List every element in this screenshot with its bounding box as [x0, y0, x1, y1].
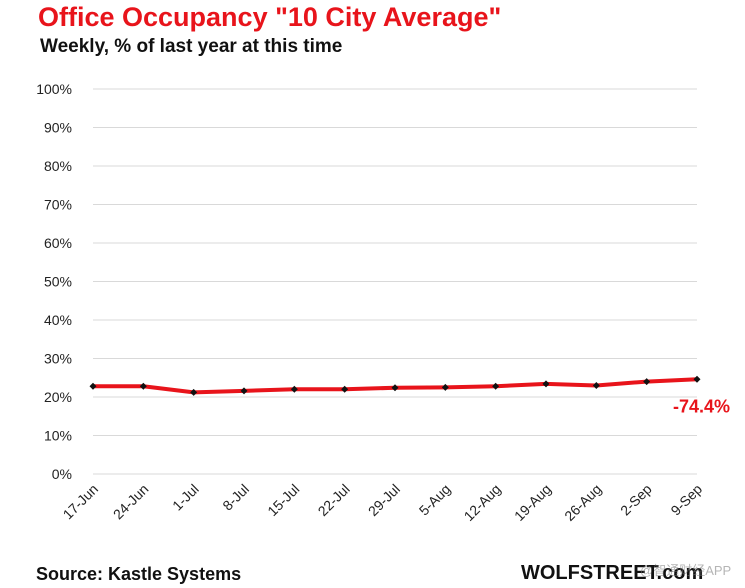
- data-point: [693, 375, 701, 383]
- data-point: [643, 378, 651, 386]
- gridlines: [93, 88, 697, 475]
- y-axis-ticks: 0% 10% 20% 30% 40% 50% 60% 70% 80% 90% 100%: [36, 81, 72, 482]
- data-point: [240, 387, 248, 395]
- x-tick-label: 24-Jun: [110, 481, 152, 523]
- chart-subtitle: Weekly, % of last year at this time: [40, 36, 343, 57]
- x-tick-label: 19-Aug: [511, 481, 554, 524]
- data-point: [542, 380, 550, 388]
- watermark: @智通财经APP: [640, 563, 732, 578]
- y-tick-label: 0%: [52, 466, 72, 482]
- x-tick-label: 15-Jul: [264, 481, 302, 519]
- x-tick-label: 8-Jul: [219, 481, 252, 514]
- data-point: [391, 384, 399, 392]
- y-tick-label: 10%: [44, 428, 72, 444]
- y-tick-label: 20%: [44, 389, 72, 405]
- x-tick-label: 5-Aug: [416, 481, 454, 519]
- brand-logo-text: WOLFSTREET.com: [521, 562, 704, 584]
- data-point: [341, 385, 349, 393]
- x-tick-label: 29-Jul: [365, 481, 403, 519]
- y-tick-label: 80%: [44, 158, 72, 174]
- x-tick-label: 26-Aug: [561, 481, 604, 524]
- line-chart: 0% 10% 20% 30% 40% 50% 60% 70% 80% 90% 100% 17-Jun…: [36, 81, 730, 524]
- x-axis-ticks: 17-Jun 24-Jun 1-Jul 8-Jul 15-Jul 22-Jul 29-Jul…: [60, 481, 706, 524]
- y-tick-label: 90%: [44, 120, 72, 136]
- data-point: [592, 381, 600, 389]
- source-note: Source: Kastle Systems: [36, 564, 242, 584]
- y-tick-label: 100%: [36, 81, 72, 97]
- x-tick-label: 2-Sep: [617, 481, 655, 519]
- y-tick-label: 60%: [44, 235, 72, 251]
- y-tick-label: 70%: [44, 197, 72, 213]
- data-point: [441, 383, 449, 391]
- data-point: [190, 388, 198, 396]
- y-tick-label: 40%: [44, 312, 72, 328]
- y-tick-label: 30%: [44, 351, 72, 367]
- x-tick-label: 9-Sep: [667, 481, 705, 519]
- x-tick-label: 12-Aug: [461, 481, 504, 524]
- x-tick-label: 1-Jul: [169, 481, 202, 514]
- data-point: [290, 385, 298, 393]
- x-tick-label: 17-Jun: [60, 481, 102, 523]
- chart-title: Office Occupancy "10 City Average": [38, 2, 502, 32]
- data-point: [139, 382, 147, 390]
- data-point: [492, 382, 500, 390]
- x-tick-label: 22-Jul: [315, 481, 353, 519]
- end-value-label: -74.4%: [673, 396, 730, 416]
- y-tick-label: 50%: [44, 274, 72, 290]
- data-point: [89, 382, 97, 390]
- data-points: [89, 375, 701, 396]
